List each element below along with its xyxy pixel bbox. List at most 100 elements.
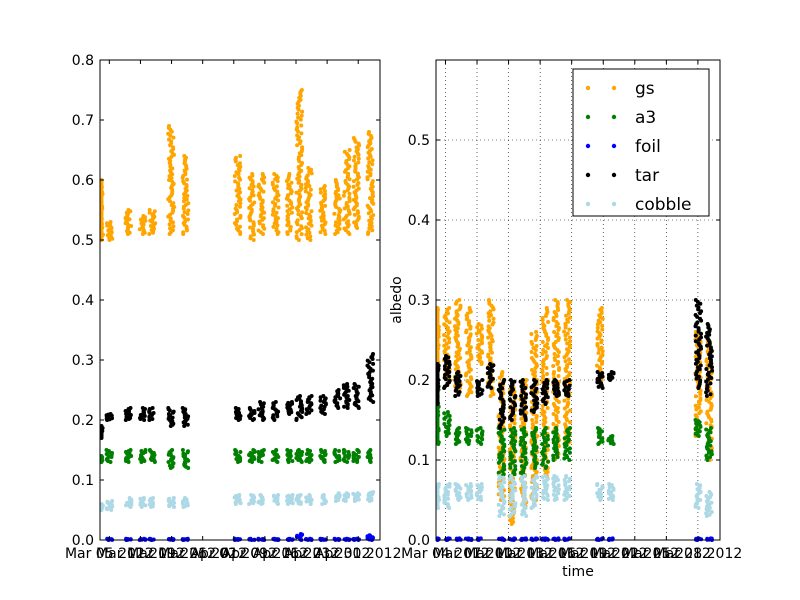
point-a3 xyxy=(509,440,514,445)
point-gs xyxy=(252,200,257,205)
point-tar xyxy=(365,358,370,363)
y-tick-label: 0.1 xyxy=(72,473,94,489)
point-gs xyxy=(546,320,551,324)
point-gs xyxy=(250,172,255,176)
point-tar xyxy=(457,390,462,394)
point-gs xyxy=(476,322,481,326)
x-tick-label: Apr 02 2012 xyxy=(190,546,277,562)
point-cobble xyxy=(600,484,605,489)
point-a3 xyxy=(567,450,572,455)
point-tar xyxy=(453,394,458,398)
point-a3 xyxy=(296,448,301,452)
point-gs xyxy=(105,221,109,226)
point-gs xyxy=(289,180,294,185)
point-gs xyxy=(294,119,299,124)
point-gs xyxy=(519,486,524,491)
point-gs xyxy=(367,130,371,134)
point-cobble xyxy=(257,499,262,504)
point-foil xyxy=(543,536,548,541)
point-gs xyxy=(307,191,311,196)
point-a3 xyxy=(545,434,550,438)
point-gs xyxy=(551,422,556,426)
point-gs xyxy=(270,200,275,205)
point-gs xyxy=(562,329,567,334)
point-a3 xyxy=(709,426,713,430)
point-gs xyxy=(333,223,338,228)
point-a3 xyxy=(147,448,152,452)
point-gs xyxy=(563,422,568,427)
point-foil xyxy=(523,536,528,541)
point-gs xyxy=(352,158,356,163)
point-gs xyxy=(296,115,301,120)
point-a3 xyxy=(546,459,551,464)
point-gs xyxy=(693,394,698,399)
point-gs xyxy=(693,413,698,418)
point-tar xyxy=(356,384,361,389)
point-gs xyxy=(496,445,501,450)
point-gs xyxy=(545,372,549,376)
y-tick-label: 0.2 xyxy=(408,373,430,389)
point-gs xyxy=(595,363,599,368)
legend-marker-cobble xyxy=(585,201,591,207)
point-gs xyxy=(322,189,327,193)
point-gs xyxy=(486,298,491,302)
point-tar xyxy=(485,366,490,370)
point-gs xyxy=(233,206,238,211)
point-gs xyxy=(290,205,295,210)
point-a3 xyxy=(290,459,295,463)
point-a3 xyxy=(343,454,348,458)
point-cobble xyxy=(546,498,550,502)
point-a3 xyxy=(542,445,547,450)
point-tar xyxy=(529,391,534,396)
point-cobble xyxy=(247,502,252,506)
point-a3 xyxy=(508,450,513,455)
point-gs xyxy=(468,345,473,350)
point-tar xyxy=(532,398,537,403)
point-a3 xyxy=(523,455,528,460)
point-gs xyxy=(351,179,356,184)
point-a3 xyxy=(186,449,190,454)
point-gs xyxy=(557,366,562,370)
point-a3 xyxy=(341,448,346,452)
point-gs xyxy=(295,125,300,130)
point-cobble xyxy=(479,485,484,490)
point-tar xyxy=(545,386,550,390)
point-gs xyxy=(346,219,351,224)
point-tar xyxy=(694,357,699,362)
point-gs xyxy=(508,518,513,523)
point-foil xyxy=(567,536,572,541)
point-gs xyxy=(704,357,709,362)
point-cobble xyxy=(595,482,600,486)
point-gs xyxy=(567,327,572,332)
x-tick-label: Mar 28 2012 xyxy=(654,546,743,562)
point-tar xyxy=(556,389,561,394)
point-gs xyxy=(486,335,491,340)
point-gs xyxy=(232,174,237,178)
point-gs xyxy=(693,403,698,408)
point-cobble xyxy=(534,495,539,500)
point-gs xyxy=(300,161,305,165)
point-tar xyxy=(490,376,495,381)
point-cobble xyxy=(556,487,561,492)
point-cobble xyxy=(125,500,130,505)
point-gs xyxy=(356,156,361,161)
point-a3 xyxy=(323,449,327,453)
y-tick-label: 0.5 xyxy=(72,233,94,249)
point-a3 xyxy=(251,448,256,452)
point-gs xyxy=(342,206,347,211)
point-cobble xyxy=(512,509,517,514)
y-tick-label: 0.5 xyxy=(408,133,430,149)
point-cobble xyxy=(307,493,312,497)
point-gs xyxy=(307,184,312,188)
x-tick-label: Mar 05 2012 xyxy=(65,546,154,562)
point-tar xyxy=(289,400,294,404)
y-tick-label: 0.3 xyxy=(72,353,94,369)
point-gs xyxy=(271,207,276,212)
point-gs xyxy=(544,354,549,358)
point-a3 xyxy=(501,462,506,467)
point-gs xyxy=(540,352,545,356)
point-a3 xyxy=(285,448,290,452)
point-a3 xyxy=(457,426,462,430)
point-gs xyxy=(355,209,360,214)
point-cobble xyxy=(446,496,451,501)
